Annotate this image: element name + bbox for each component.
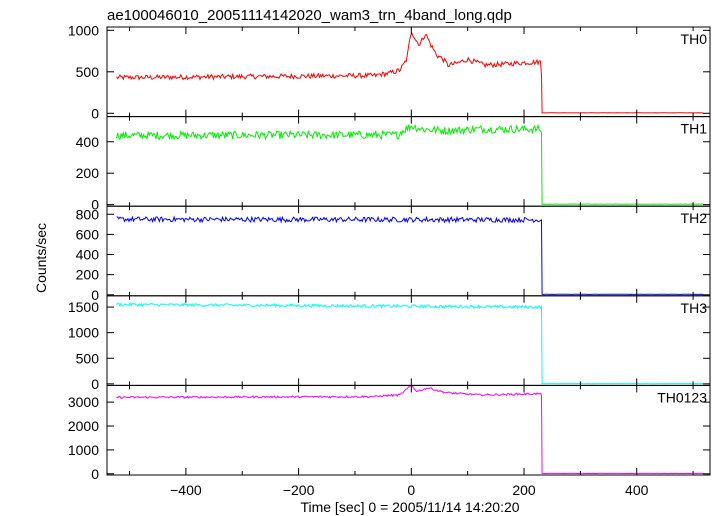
panel-label-th1: TH1 xyxy=(681,121,708,137)
y-axis-label: Counts/sec xyxy=(33,223,49,293)
panel-label-th3: TH3 xyxy=(681,300,708,316)
x-tick-label: 400 xyxy=(625,482,649,498)
y-tick-label: 1000 xyxy=(68,442,99,458)
panel-label-th0: TH0 xyxy=(681,31,708,47)
panel-label-th0123: TH0123 xyxy=(657,389,707,405)
panel-frame xyxy=(106,26,711,118)
panel-frame xyxy=(106,295,711,386)
panel-th3: 0 500 1000 1500 TH3 xyxy=(68,295,711,392)
x-tick-label: −200 xyxy=(283,482,315,498)
x-axis-label: Time [sec] 0 = 2005/11/14 14:20:20 xyxy=(300,499,519,515)
x-axis: −400 −200 0 200 400 xyxy=(170,482,649,498)
panel-th0123: 0 1000 2000 3000 TH0123 xyxy=(68,384,711,482)
y-tick-label: 0 xyxy=(91,197,99,213)
panel-th2: 0 200 400 600 800 TH2 xyxy=(76,205,711,303)
y-tick-label: 200 xyxy=(76,165,100,181)
y-tick-label: 0 xyxy=(91,466,99,482)
y-tick-label: 400 xyxy=(76,247,100,263)
y-tick-label: 0 xyxy=(91,287,99,303)
series-line-th2 xyxy=(116,215,704,295)
panel-label-th2: TH2 xyxy=(681,210,708,226)
x-tick-label: −400 xyxy=(170,482,202,498)
series-line-th3 xyxy=(116,301,704,385)
y-tick-label: 0 xyxy=(91,376,99,392)
y-tick-label: 1000 xyxy=(68,22,99,38)
y-tick-label: 400 xyxy=(76,134,100,150)
panel-frame xyxy=(106,384,711,476)
x-tick-label: 200 xyxy=(512,482,536,498)
panel-th0: 0 500 1000 TH0 xyxy=(68,22,711,121)
series-line-th0123 xyxy=(116,384,704,475)
series-line-th1 xyxy=(116,123,704,205)
series-line-th0 xyxy=(116,32,704,114)
y-tick-label: 2000 xyxy=(68,418,99,434)
y-tick-label: 600 xyxy=(76,226,100,242)
y-tick-label: 3000 xyxy=(68,394,99,410)
y-tick-label: 0 xyxy=(91,105,99,121)
y-tick-label: 1000 xyxy=(68,325,99,341)
y-tick-label: 500 xyxy=(76,64,100,80)
panel-th1: 0 200 400 TH1 xyxy=(76,116,711,213)
panel-frame xyxy=(106,116,711,207)
x-tick-label: 0 xyxy=(407,482,415,498)
y-tick-label: 800 xyxy=(76,206,100,222)
panels: 0 500 1000 TH0 0 200 400 TH1 0 200 400 600 800 TH2 0 50… xyxy=(68,22,711,482)
y-tick-label: 200 xyxy=(76,267,100,283)
y-tick-label: 500 xyxy=(76,350,100,366)
chart-title: ae100046010_20051114142020_wam3_trn_4ban… xyxy=(107,7,512,24)
y-tick-label: 1500 xyxy=(68,299,99,315)
